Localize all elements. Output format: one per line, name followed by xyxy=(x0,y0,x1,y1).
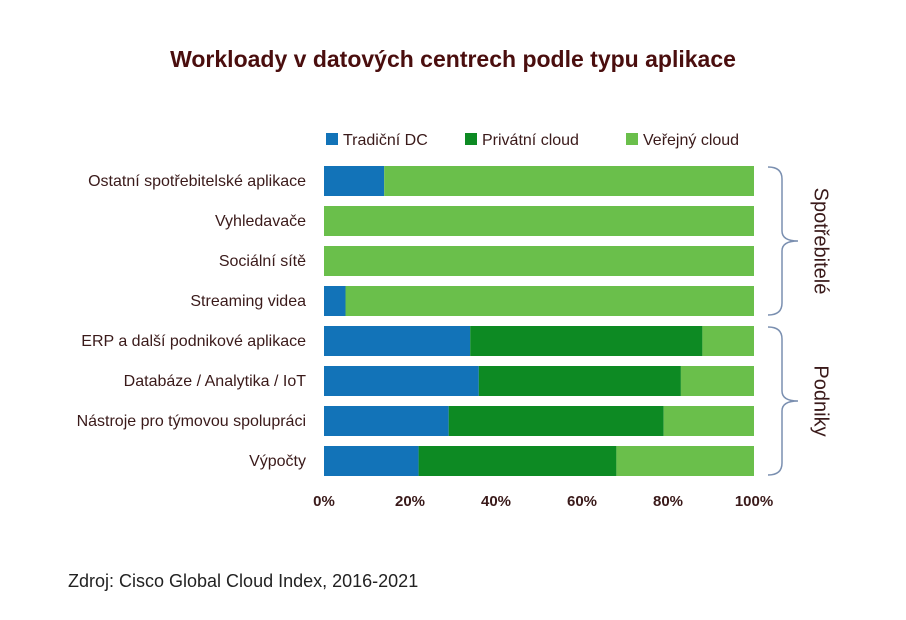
x-tick-label: 20% xyxy=(395,493,425,510)
category-label: Vyhledavače xyxy=(215,213,306,230)
bar-segment-1-row-8 xyxy=(324,446,419,476)
bar-segment-2-row-6 xyxy=(478,366,681,396)
bar-segment-2-row-8 xyxy=(418,446,617,476)
bar-segment-1-row-7 xyxy=(324,406,449,436)
bar-segment-1-row-5 xyxy=(324,326,471,356)
bar-segment-3-row-5 xyxy=(702,326,754,356)
bar-segment-1-row-1 xyxy=(324,166,385,196)
group-bracket xyxy=(767,326,799,476)
bar-segment-2-row-5 xyxy=(470,326,703,356)
bar-segment-3-row-2 xyxy=(324,206,754,236)
category-label: Nástroje pro týmovou spolupráci xyxy=(77,413,306,430)
bar-segment-2-row-7 xyxy=(448,406,664,436)
category-label: Databáze / Analytika / IoT xyxy=(124,373,307,390)
category-label: Výpočty xyxy=(249,453,306,470)
category-label: Ostatní spotřebitelské aplikace xyxy=(88,173,306,190)
group-brackets: Spotřebitelé Podniky xyxy=(767,166,832,476)
bar-segment-3-row-1 xyxy=(384,166,754,196)
legend-swatch xyxy=(626,133,638,145)
bar-segment-1-row-6 xyxy=(324,366,479,396)
chart-title: Workloady v datových centrech podle typu… xyxy=(170,46,736,72)
category-label: Sociální sítě xyxy=(219,253,306,270)
bar-segment-3-row-7 xyxy=(663,406,754,436)
bar-segment-1-row-4 xyxy=(324,286,346,316)
bar-segment-3-row-8 xyxy=(616,446,754,476)
legend-label: Tradiční DC xyxy=(343,132,428,149)
legend-label: Veřejný cloud xyxy=(643,132,739,149)
x-tick-label: 80% xyxy=(653,493,683,510)
bars xyxy=(324,166,754,476)
bar-segment-3-row-4 xyxy=(345,286,754,316)
legend-swatch xyxy=(326,133,338,145)
bar-segment-3-row-3 xyxy=(324,246,754,276)
x-tick-label: 100% xyxy=(735,493,773,510)
legend: Tradiční DC Privátní cloud Veřejný cloud xyxy=(326,132,739,149)
category-label: ERP a další podnikové aplikace xyxy=(81,333,306,350)
x-tick-label: 0% xyxy=(313,493,335,510)
x-tick-label: 60% xyxy=(567,493,597,510)
source-note: Zdroj: Cisco Global Cloud Index, 2016-20… xyxy=(68,571,419,591)
group-label: Podniky xyxy=(810,365,832,436)
category-label: Streaming videa xyxy=(190,293,306,310)
category-labels: Ostatní spotřebitelské aplikace Vyhledava… xyxy=(77,173,307,470)
group-bracket xyxy=(767,166,799,316)
bar-segment-3-row-6 xyxy=(680,366,754,396)
x-axis-ticks: 0% 20% 40% 60% 80% 100% xyxy=(313,493,773,510)
group-label: Spotřebitelé xyxy=(810,188,832,295)
legend-label: Privátní cloud xyxy=(482,132,579,149)
x-tick-label: 40% xyxy=(481,493,511,510)
legend-swatch xyxy=(465,133,477,145)
